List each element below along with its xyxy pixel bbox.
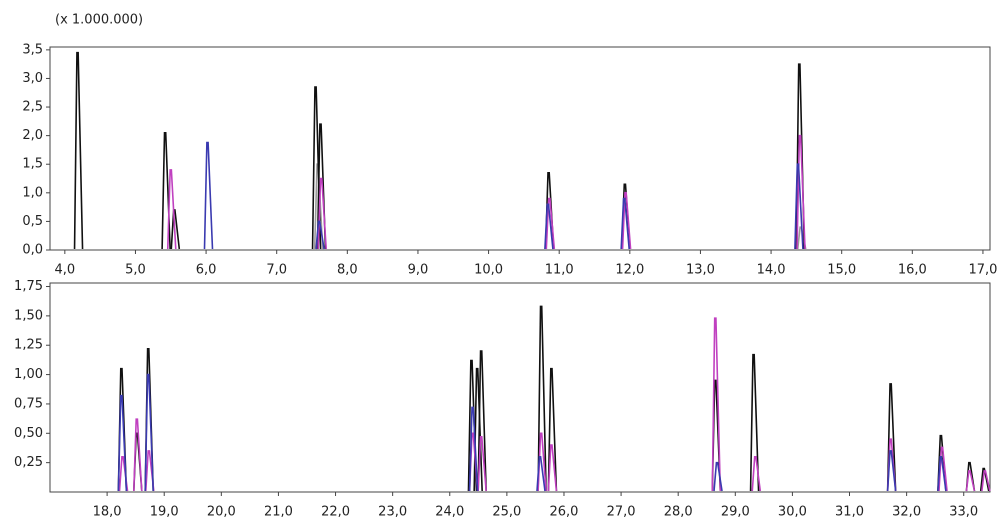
- y-tick-label: 1,0: [22, 185, 43, 200]
- peak: [794, 163, 804, 250]
- peak: [979, 467, 990, 492]
- peak: [751, 455, 762, 492]
- y-tick-label: 1,75: [14, 279, 43, 294]
- peak: [965, 470, 976, 492]
- peak: [117, 394, 128, 492]
- peak: [477, 350, 487, 492]
- x-tick-label: 13,0: [686, 263, 715, 278]
- x-tick-label: 10,0: [474, 263, 503, 278]
- x-tick-label: 7,0: [266, 263, 287, 278]
- y-tick-label: 1,50: [14, 308, 43, 323]
- x-tick-label: 15,0: [827, 263, 856, 278]
- y-tick-label: 0,25: [14, 455, 43, 470]
- x-tick-label: 22,0: [321, 505, 350, 520]
- x-tick-label: 9,0: [408, 263, 429, 278]
- x-tick-label: 4,0: [54, 263, 75, 278]
- x-tick-label: 29,0: [721, 505, 750, 520]
- peak: [886, 383, 897, 492]
- peak: [73, 51, 84, 250]
- peak: [203, 141, 214, 250]
- peak: [144, 373, 155, 492]
- plot-frame: [49, 46, 991, 251]
- x-tick-label: 33,0: [949, 505, 978, 520]
- x-tick-label: 26,0: [549, 505, 578, 520]
- plot-frame: [49, 282, 991, 493]
- x-tick-label: 5,0: [125, 263, 146, 278]
- x-tick-label: 12,0: [615, 263, 644, 278]
- peak: [536, 455, 546, 492]
- x-tick-label: 31,0: [835, 505, 864, 520]
- peak: [547, 367, 558, 492]
- peak: [133, 418, 143, 492]
- peak: [620, 197, 630, 250]
- peak: [711, 317, 722, 492]
- y-tick-label: 1,00: [14, 367, 43, 382]
- peak: [937, 455, 947, 492]
- peak: [316, 123, 327, 250]
- x-tick-label: 19,0: [150, 505, 179, 520]
- peak: [468, 406, 479, 492]
- x-tick-label: 28,0: [664, 505, 693, 520]
- peak: [544, 203, 554, 250]
- y-tick-label: 1,25: [14, 338, 43, 353]
- y-tick-label: 2,5: [22, 100, 43, 115]
- peak: [621, 192, 632, 250]
- scale-note: (x 1.000.000): [55, 13, 143, 28]
- y-tick-label: 0,0: [22, 243, 43, 258]
- x-tick-label: 11,0: [545, 263, 574, 278]
- peak: [317, 177, 327, 250]
- y-tick-label: 0,75: [14, 396, 43, 411]
- y-tick-label: 2,0: [22, 128, 43, 143]
- peak: [161, 131, 171, 250]
- peak: [886, 450, 897, 492]
- x-tick-label: 27,0: [607, 505, 636, 520]
- peak: [796, 134, 806, 250]
- x-tick-label: 32,0: [892, 505, 921, 520]
- x-tick-label: 17,0: [968, 263, 997, 278]
- x-tick-label: 14,0: [757, 263, 786, 278]
- x-tick-label: 30,0: [778, 505, 807, 520]
- peak: [713, 461, 723, 492]
- x-tick-label: 24,0: [435, 505, 464, 520]
- peak: [938, 446, 948, 492]
- x-tick-label: 18,0: [93, 505, 122, 520]
- peak: [477, 436, 487, 492]
- x-tick-label: 20,0: [207, 505, 236, 520]
- x-tick-label: 21,0: [264, 505, 293, 520]
- peak: [545, 197, 556, 250]
- peak: [981, 470, 991, 492]
- peak: [749, 353, 760, 492]
- peak: [315, 220, 325, 250]
- y-tick-label: 0,5: [22, 214, 43, 229]
- x-tick-label: 6,0: [196, 263, 217, 278]
- x-tick-label: 16,0: [898, 263, 927, 278]
- y-tick-label: 3,5: [22, 42, 43, 57]
- y-tick-label: 3,0: [22, 71, 43, 86]
- peak: [547, 444, 558, 492]
- x-tick-label: 25,0: [492, 505, 521, 520]
- x-tick-label: 23,0: [378, 505, 407, 520]
- peak: [144, 450, 155, 492]
- peak: [166, 169, 177, 250]
- x-tick-label: 8,0: [337, 263, 358, 278]
- y-tick-label: 0,50: [14, 426, 43, 441]
- peak: [537, 305, 547, 492]
- y-tick-label: 1,5: [22, 157, 43, 172]
